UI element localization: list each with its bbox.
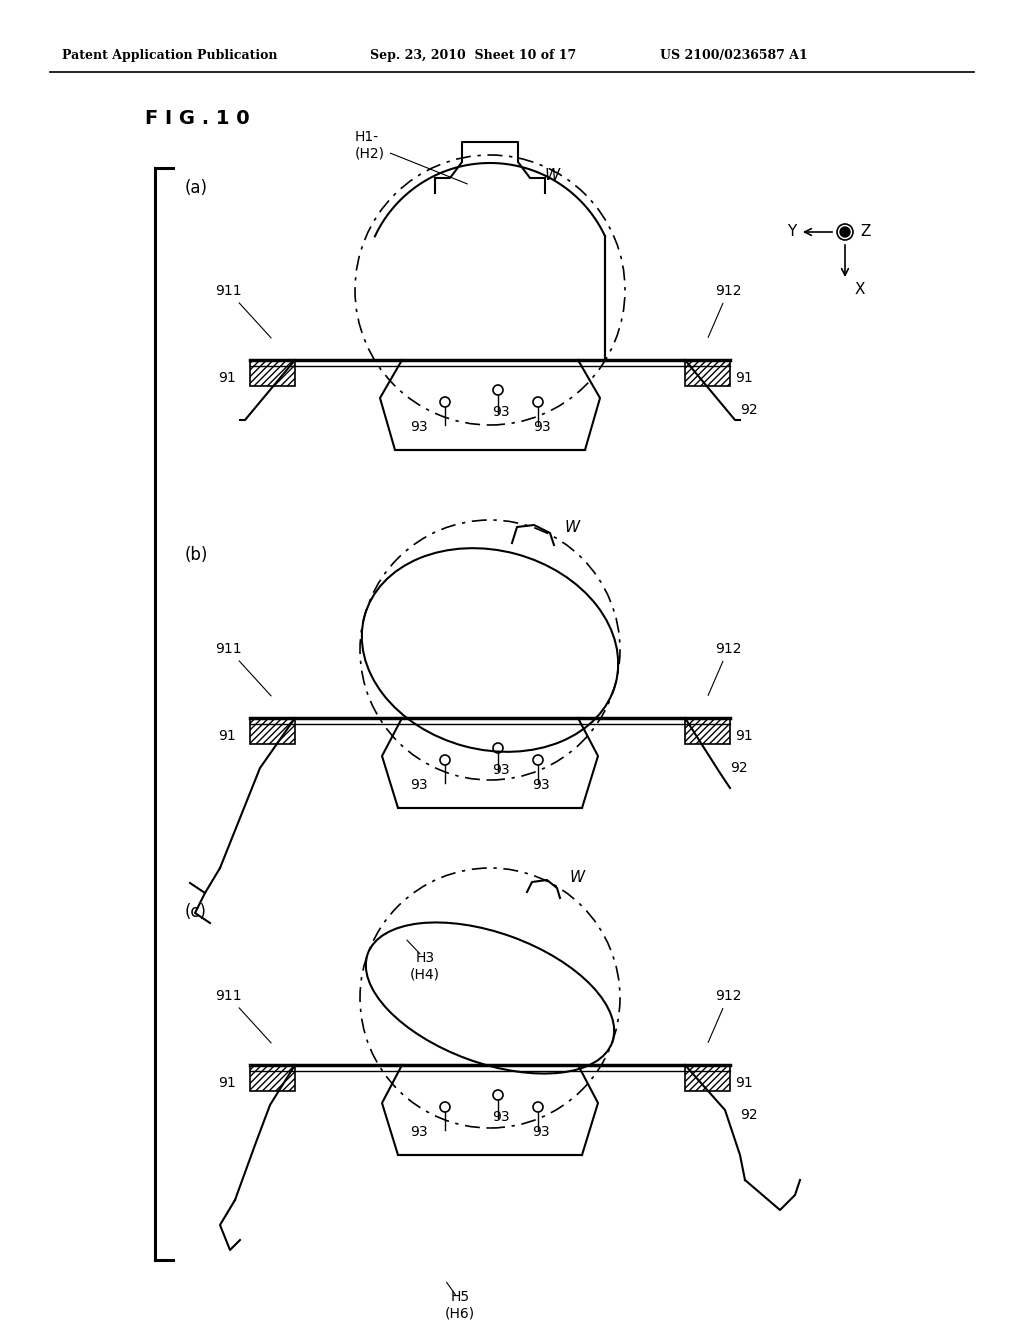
- Text: Z: Z: [860, 224, 870, 239]
- Text: X: X: [855, 282, 865, 297]
- Text: 91: 91: [218, 371, 236, 385]
- Text: W: W: [545, 168, 560, 182]
- Text: 91: 91: [735, 371, 753, 385]
- Text: 911: 911: [215, 642, 271, 696]
- Text: 912: 912: [709, 284, 741, 338]
- Text: (a): (a): [185, 180, 208, 197]
- Text: 92: 92: [740, 1107, 758, 1122]
- Text: W: W: [565, 520, 581, 536]
- Text: 912: 912: [709, 642, 741, 696]
- Text: H3
(H4): H3 (H4): [410, 950, 440, 981]
- Text: 91: 91: [218, 1076, 236, 1090]
- Text: US 2100/0236587 A1: US 2100/0236587 A1: [660, 49, 808, 62]
- Text: 93: 93: [410, 777, 428, 792]
- Text: Sep. 23, 2010  Sheet 10 of 17: Sep. 23, 2010 Sheet 10 of 17: [370, 49, 577, 62]
- Bar: [250, 718, 295, 744]
- Text: F I G . 1 0: F I G . 1 0: [145, 108, 250, 128]
- Text: 93: 93: [492, 1110, 510, 1125]
- Text: 912: 912: [709, 989, 741, 1043]
- Bar: [685, 360, 730, 385]
- Text: 91: 91: [218, 729, 236, 743]
- Text: 93: 93: [492, 405, 510, 418]
- Bar: [685, 718, 730, 744]
- Text: (b): (b): [185, 546, 208, 564]
- Text: W: W: [570, 870, 585, 886]
- Text: Y: Y: [787, 224, 797, 239]
- Text: (c): (c): [185, 903, 207, 921]
- Bar: [685, 1065, 730, 1092]
- Circle shape: [840, 227, 850, 238]
- Bar: [250, 360, 295, 385]
- Text: 93: 93: [410, 1125, 428, 1139]
- Text: H5
(H6): H5 (H6): [445, 1290, 475, 1320]
- Text: 911: 911: [215, 284, 271, 338]
- Text: 93: 93: [534, 420, 551, 434]
- Text: H1-
(H2): H1- (H2): [355, 129, 467, 183]
- Text: 91: 91: [735, 1076, 753, 1090]
- Text: 93: 93: [532, 777, 550, 792]
- Text: 93: 93: [410, 420, 428, 434]
- Text: 91: 91: [735, 729, 753, 743]
- Text: 911: 911: [215, 989, 271, 1043]
- Text: Patent Application Publication: Patent Application Publication: [62, 49, 278, 62]
- Text: 92: 92: [730, 762, 748, 775]
- Bar: [250, 1065, 295, 1092]
- Text: 93: 93: [492, 763, 510, 777]
- Text: 93: 93: [532, 1125, 550, 1139]
- Text: 92: 92: [740, 403, 758, 417]
